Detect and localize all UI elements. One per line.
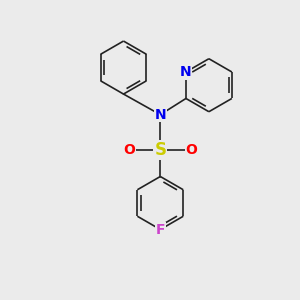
Text: F: F — [156, 223, 165, 236]
Text: S: S — [154, 141, 166, 159]
Text: N: N — [180, 65, 192, 79]
Text: O: O — [124, 143, 135, 157]
Text: N: N — [154, 108, 166, 122]
Text: O: O — [185, 143, 197, 157]
